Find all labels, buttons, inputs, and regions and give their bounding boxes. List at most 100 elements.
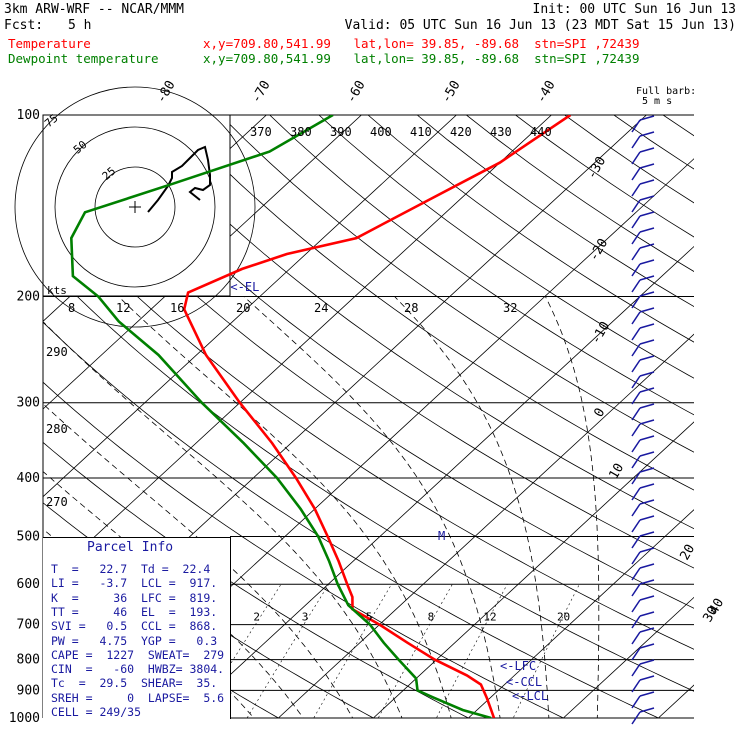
dry-adiabat [43, 200, 694, 650]
wind-barb [639, 403, 655, 409]
speed-label: 12 [116, 301, 130, 315]
parcel-info-row: CAPE = 1227 SWEAT= 279 [51, 647, 225, 662]
mixing-ratio-line [436, 584, 508, 718]
dry-adiabat [712, 115, 740, 731]
parcel-info-box [43, 537, 231, 719]
wind-barb [639, 483, 655, 489]
dry-adiabat [72, 115, 694, 569]
mixing-ratio-line [512, 584, 580, 718]
temperature-legend: Temperature [8, 36, 91, 51]
wind-barb [639, 675, 655, 681]
pressure-label: 500 [17, 529, 40, 544]
moist-adiabat [545, 296, 600, 718]
hodograph-ring [94, 166, 176, 248]
dry-adiabat [662, 115, 694, 137]
m-annotation: M [438, 529, 445, 543]
wind-barb [631, 551, 641, 565]
wind-barb [631, 679, 641, 693]
wind-barb [631, 279, 641, 293]
wind-barb [631, 327, 641, 341]
pressure-label: 400 [17, 471, 40, 486]
wind-barb [639, 627, 655, 633]
dry-adiabat [416, 115, 694, 308]
mixing-ratio-line [196, 584, 282, 718]
isotherm-line [183, 245, 694, 718]
wind-barb [631, 423, 641, 437]
wind-barb [639, 291, 655, 297]
wind-barb [631, 503, 641, 517]
wind-barb [631, 455, 641, 469]
valid-time: Valid: 05 UTC Sun 16 Jun 13 (23 MDT Sat … [344, 18, 736, 33]
wind-barb [631, 311, 641, 325]
theta-label: 370 [250, 125, 272, 139]
wind-barb [639, 275, 655, 281]
mixing-ratio-label: 2 [253, 611, 260, 624]
isotherm-label: 30 [700, 604, 721, 625]
dry-adiabat [43, 261, 694, 692]
isotherm-label: -80 [154, 78, 179, 106]
theta-side-label: 290 [46, 345, 68, 359]
wind-barb [639, 323, 655, 329]
theta-label: 420 [450, 125, 472, 139]
isotherm-line [658, 684, 694, 718]
pressure-label: 100 [17, 108, 40, 123]
wind-barb [631, 215, 641, 229]
wind-barb [639, 243, 655, 249]
theta-label: 430 [490, 125, 512, 139]
wind-barb [639, 307, 655, 313]
isotherm-line [278, 333, 694, 718]
wind-barb [639, 419, 655, 425]
wind-barb [639, 515, 655, 521]
wind-barb [639, 147, 655, 153]
wind-barb [631, 695, 641, 709]
wind-barb [639, 131, 655, 137]
speed-label: 32 [503, 301, 517, 315]
isotherm-label: -50 [439, 78, 464, 106]
wind-barb [639, 467, 655, 473]
wind-barb [639, 643, 655, 649]
mixing-ratio-label: 20 [557, 611, 570, 624]
wind-barb [639, 611, 655, 617]
dry-adiabat [466, 115, 694, 272]
dry-adiabat [43, 321, 660, 718]
theta-label: 410 [410, 125, 432, 139]
wind-barb [631, 263, 641, 277]
isotherm-line [373, 421, 694, 718]
dry-adiabat [613, 115, 694, 170]
dewpoint-profile [69, 115, 492, 718]
moist-adiabat [43, 321, 403, 718]
parcel-info-row: K = 36 LFC = 819. [51, 590, 218, 605]
dry-adiabat [171, 115, 694, 491]
speed-label: 8 [68, 301, 75, 315]
dry-adiabat [220, 115, 694, 453]
mixing-ratio-line [377, 584, 453, 718]
wind-barb [631, 167, 641, 181]
theta-side-label: 270 [46, 495, 68, 509]
wind-barb [631, 711, 641, 725]
isotherm-line [43, 115, 362, 410]
wind-barb [639, 547, 655, 553]
isotherm-line [43, 115, 552, 585]
wind-barb [631, 647, 641, 661]
wind-barb [639, 579, 655, 585]
parcel-info-title: Parcel Info [87, 540, 174, 555]
wind-barb [631, 391, 641, 405]
wind-barb [631, 295, 641, 309]
parcel-info-row: SREH = 0 LAPSE= 5.6 [51, 690, 225, 705]
hodograph-units-label: kts [47, 284, 67, 297]
theta-label: 390 [330, 125, 352, 139]
parcel-info-row: Tc = 29.5 SHEAR= 35. [51, 676, 218, 691]
model-title: 3km ARW-WRF -- NCAR/MMM [4, 2, 185, 17]
init-time: Init: 00 UTC Sun 16 Jun 13 [532, 2, 737, 17]
pressure-label: 1000 [9, 711, 40, 726]
parcel-info-row: LI = -3.7 LCL = 917. [51, 576, 218, 591]
wind-barb [639, 259, 655, 265]
wind-barb [639, 115, 655, 121]
wind-barb [639, 195, 655, 201]
wind-barb [639, 691, 655, 697]
dry-adiabat [269, 115, 694, 416]
sounding-profiles [69, 115, 572, 718]
wind-barb [639, 707, 655, 713]
wind-barb [639, 211, 655, 217]
